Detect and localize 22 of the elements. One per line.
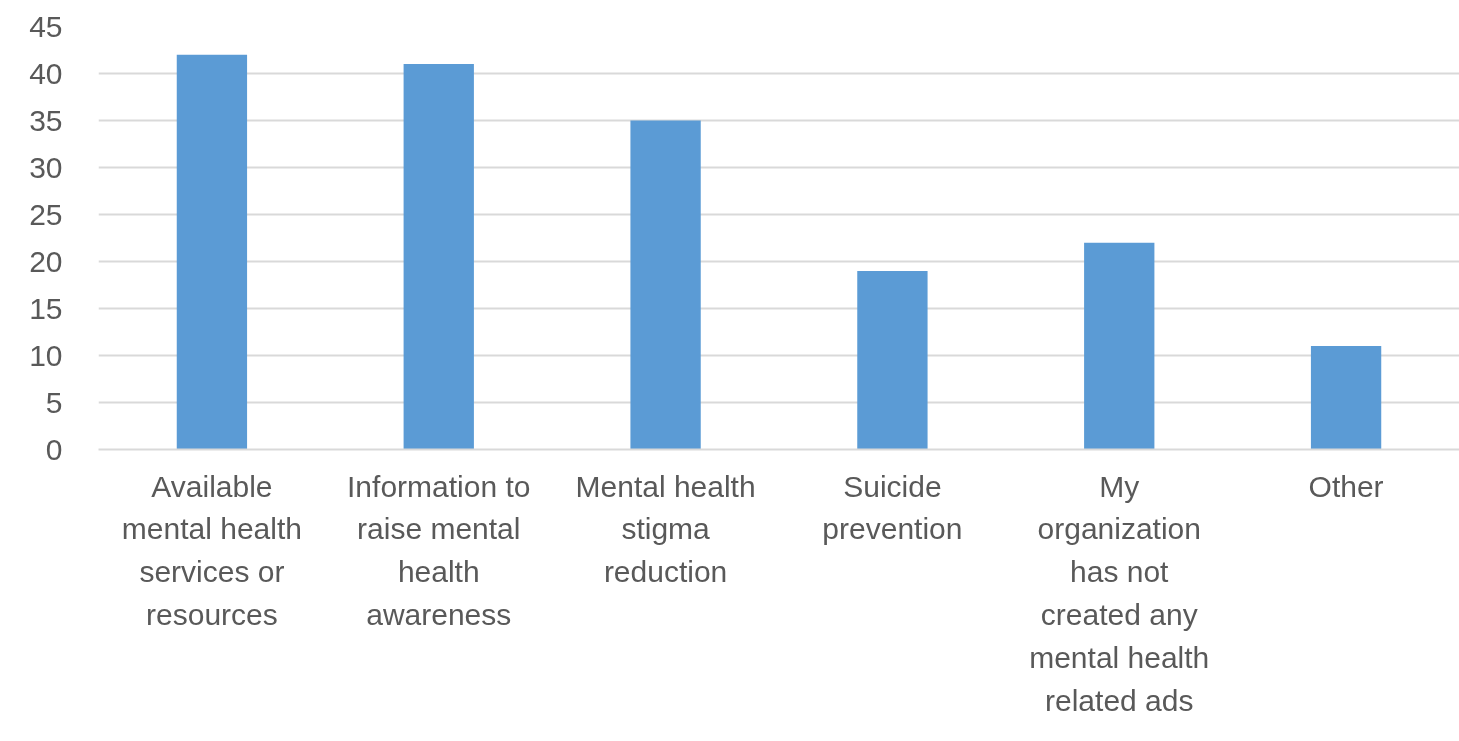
bar xyxy=(176,54,248,450)
bar xyxy=(1084,242,1155,450)
x-tick-label: Available mental health services or resources xyxy=(121,469,302,632)
y-tick-label: 0 xyxy=(45,432,63,466)
y-tick-label: 15 xyxy=(29,291,63,325)
y-tick-label: 25 xyxy=(29,197,63,231)
y-tick-label: 30 xyxy=(29,150,63,184)
y-tick-label: 20 xyxy=(29,244,63,278)
bar xyxy=(630,120,701,450)
x-tick-label: Other xyxy=(1308,469,1384,503)
y-tick-label: 45 xyxy=(29,9,63,43)
x-tick-label: Mental health stigma reduction xyxy=(575,469,756,589)
bar xyxy=(1310,346,1382,450)
x-tick-label: Suicide prevention xyxy=(822,469,963,546)
y-tick-label: 10 xyxy=(29,338,63,372)
x-tick-label: My organization has not created any mental health related ads xyxy=(1029,469,1210,717)
y-tick-label: 5 xyxy=(45,385,63,419)
bar xyxy=(857,270,928,450)
y-tick-label: 35 xyxy=(29,103,63,137)
y-tick-label: 40 xyxy=(29,56,63,90)
bar xyxy=(403,64,474,450)
x-tick-label: Information to raise mental health awareness xyxy=(347,469,531,632)
